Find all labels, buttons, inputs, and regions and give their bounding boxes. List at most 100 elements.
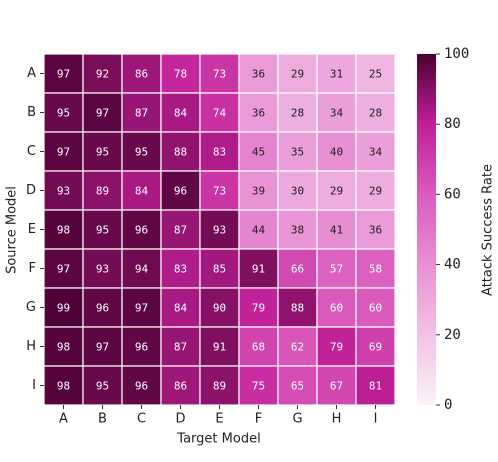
cell-label: 93 (213, 224, 226, 237)
cell-label: 97 (57, 146, 70, 159)
colorbar-tick-label: 100 (444, 46, 469, 62)
x-tick-label: G (292, 412, 302, 427)
x-tick-label: H (332, 412, 342, 427)
cell-label: 35 (291, 146, 304, 159)
cell-label: 60 (330, 302, 343, 315)
cell-label: 97 (96, 341, 109, 354)
cell (82, 365, 123, 406)
cell-label: 29 (369, 185, 382, 198)
cell (238, 248, 279, 289)
cell-label: 31 (330, 68, 343, 81)
x-tick-label: E (215, 412, 223, 427)
cell (160, 170, 201, 211)
cell-label: 89 (96, 185, 109, 198)
cell-label: 87 (135, 107, 148, 120)
cell-label: 78 (174, 68, 187, 81)
cell (82, 287, 123, 328)
cell (238, 326, 279, 367)
x-tick-label: A (59, 412, 68, 427)
cell-label: 68 (252, 341, 265, 354)
cell-label: 96 (96, 302, 109, 315)
cell (121, 92, 162, 133)
cell-label: 39 (252, 185, 265, 198)
cell-label: 34 (369, 146, 383, 159)
cell-label: 75 (252, 380, 265, 393)
cell-label: 83 (174, 263, 187, 276)
cell-label: 95 (96, 224, 109, 237)
cell (355, 365, 396, 406)
cell-label: 38 (291, 224, 304, 237)
colorbar-tick-label: 80 (444, 116, 461, 132)
y-tick-label: E (28, 222, 36, 237)
cell-label: 88 (291, 302, 304, 315)
cell (238, 53, 279, 94)
cell-label: 73 (213, 185, 226, 198)
cell (82, 53, 123, 94)
cell-label: 87 (174, 224, 187, 237)
cell-label: 44 (252, 224, 266, 237)
cell-label: 41 (330, 224, 343, 237)
colorbar-tick-label: 0 (444, 397, 452, 413)
cell-label: 29 (291, 68, 304, 81)
cell-label: 98 (57, 224, 70, 237)
y-tick-label: F (29, 261, 36, 276)
cell (355, 170, 396, 211)
x-tick-label: B (98, 412, 107, 427)
cell (355, 326, 396, 367)
cell (160, 326, 201, 367)
cell (121, 248, 162, 289)
cell-label: 36 (252, 107, 265, 120)
cell-label: 67 (330, 380, 343, 393)
cell (43, 209, 84, 250)
cell (355, 131, 396, 172)
cell (199, 131, 240, 172)
cell-label: 57 (330, 263, 343, 276)
y-tick-label: A (27, 66, 36, 81)
cell-label: 25 (369, 68, 382, 81)
cell-label: 86 (174, 380, 187, 393)
cell-label: 88 (174, 146, 187, 159)
cell (277, 287, 318, 328)
cell (82, 248, 123, 289)
cell-label: 97 (135, 302, 148, 315)
y-tick-label: C (27, 144, 36, 159)
cell (43, 287, 84, 328)
cell-label: 89 (213, 380, 226, 393)
colorbar-tick-label: 60 (444, 186, 461, 202)
cell (160, 248, 201, 289)
cell-label: 81 (369, 380, 382, 393)
cell-label: 90 (213, 302, 226, 315)
cell-label: 29 (330, 185, 343, 198)
cell-label: 84 (135, 185, 149, 198)
colorbar (417, 54, 436, 405)
cell (43, 365, 84, 406)
cell-label: 36 (369, 224, 382, 237)
cell-label: 62 (291, 341, 304, 354)
cell-label: 96 (135, 341, 148, 354)
y-axis-label: Source Model (5, 186, 20, 274)
cell-label: 91 (213, 341, 226, 354)
cell-label: 74 (213, 107, 227, 120)
cell (121, 326, 162, 367)
y-tick-label: I (32, 378, 36, 393)
cell (199, 248, 240, 289)
cell-label: 28 (291, 107, 304, 120)
cell-label: 34 (330, 107, 344, 120)
y-tick-label: H (26, 339, 36, 354)
cell-label: 95 (96, 146, 109, 159)
cell-label: 83 (213, 146, 226, 159)
cell (199, 287, 240, 328)
cell-label: 30 (291, 185, 304, 198)
x-axis-label: Target Model (176, 432, 260, 447)
cell-label: 99 (57, 302, 70, 315)
cell-label: 91 (252, 263, 265, 276)
cell-label: 93 (57, 185, 70, 198)
cell (43, 248, 84, 289)
cell (277, 365, 318, 406)
cell-label: 95 (135, 146, 148, 159)
cell-label: 93 (96, 263, 109, 276)
cell (43, 326, 84, 367)
colorbar-tick-label: 40 (444, 257, 461, 273)
cell-label: 84 (174, 107, 188, 120)
